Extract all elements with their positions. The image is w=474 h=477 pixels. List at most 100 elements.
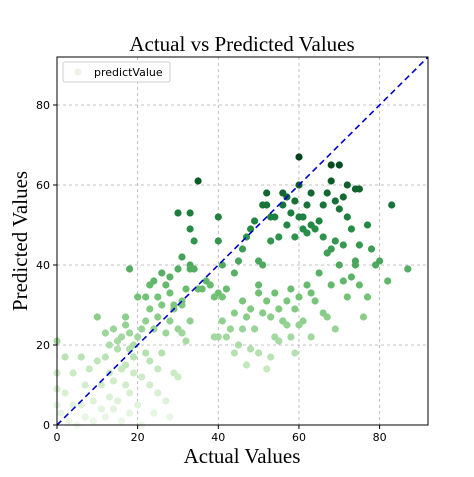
scatter-point <box>351 257 359 265</box>
scatter-point <box>291 349 299 357</box>
scatter-point <box>206 281 214 289</box>
scatter-point <box>214 237 222 245</box>
scatter-point <box>283 321 291 329</box>
scatter-point <box>146 305 154 313</box>
scatter-point <box>343 181 351 189</box>
scatter-point <box>238 325 247 333</box>
scatter-point <box>146 357 154 365</box>
scatter-point <box>138 373 146 381</box>
scatter-point <box>194 177 202 185</box>
scatter-point <box>287 209 295 217</box>
scatter-point <box>61 389 69 397</box>
scatter-point <box>93 357 101 365</box>
scatter-point <box>97 405 105 413</box>
y-axis-ticks: 0 20 40 60 80 <box>36 99 57 432</box>
scatter-point <box>319 233 327 241</box>
scatter-point <box>339 193 347 201</box>
y-axis-label: Predicted Values <box>8 171 32 311</box>
scatter-point <box>384 277 392 285</box>
scatter-point <box>303 281 311 289</box>
scatter-point <box>291 305 299 313</box>
scatter-point <box>315 217 323 225</box>
scatter-point <box>61 353 69 361</box>
scatter-point <box>275 337 283 345</box>
scatter-point <box>295 153 303 161</box>
scatter-point <box>363 221 372 229</box>
scatter-point <box>81 413 89 421</box>
scatter-point <box>275 233 283 241</box>
scatter-point <box>242 313 251 321</box>
scatter-point <box>242 361 251 369</box>
scatter-point <box>166 289 174 297</box>
scatter-point <box>113 397 122 405</box>
scatter-point <box>85 365 93 373</box>
scatter-point <box>283 221 291 229</box>
scatter-point <box>122 361 130 369</box>
scatter-point <box>307 333 315 341</box>
scatter-point <box>335 205 343 213</box>
scatter-point <box>238 297 247 305</box>
x-tick-label: 40 <box>211 431 225 444</box>
scatter-point <box>178 253 186 261</box>
scatter-point <box>134 293 142 301</box>
scatter-point <box>327 281 335 289</box>
scatter-point <box>130 353 138 361</box>
scatter-point <box>109 377 118 385</box>
scatter-point <box>174 265 182 273</box>
scatter-point <box>117 333 126 341</box>
scatter-point <box>126 329 134 337</box>
scatter-point <box>259 261 267 269</box>
scatter-point <box>267 353 275 361</box>
scatter-point <box>347 273 355 281</box>
legend-box <box>62 61 171 83</box>
scatter-point <box>222 333 230 341</box>
scatter-point <box>339 241 347 249</box>
scatter-point <box>117 417 126 425</box>
scatter-point <box>162 397 170 405</box>
scatter-point <box>255 349 263 357</box>
scatter-point <box>113 345 122 353</box>
scatter-point <box>142 317 150 325</box>
scatter-point <box>174 373 182 381</box>
scatter-point <box>283 297 291 305</box>
scatter-point <box>234 341 243 349</box>
scatter-point <box>101 413 109 421</box>
scatter-point <box>291 233 299 241</box>
scatter-point <box>162 329 170 337</box>
scatter-point <box>190 237 198 245</box>
scatter-point <box>299 225 307 233</box>
x-axis-label: Actual Values <box>184 444 301 468</box>
scatter-point <box>359 313 368 321</box>
scatter-point <box>162 281 170 289</box>
scatter-point <box>327 177 335 185</box>
scatter-point <box>182 285 190 293</box>
scatter-point <box>287 333 295 341</box>
scatter-point <box>182 337 190 345</box>
scatter-point <box>299 213 307 221</box>
scatter-point <box>263 365 271 373</box>
diagonal-reference-line <box>56 56 429 426</box>
scatter-point <box>291 197 299 205</box>
scatter-point <box>154 313 162 321</box>
scatter-point <box>263 189 271 197</box>
scatter-point <box>154 293 162 301</box>
scatter-point <box>154 365 162 373</box>
scatter-point <box>230 309 238 317</box>
scatter-point <box>343 213 351 221</box>
plot-frame <box>56 56 429 426</box>
scatter-point <box>307 289 315 297</box>
scatter-point <box>230 269 238 277</box>
scatter-point <box>343 293 351 301</box>
scatter-point <box>170 301 178 309</box>
scatter-point <box>142 349 150 357</box>
scatter-point <box>275 305 283 313</box>
scatter-point <box>230 349 238 357</box>
scatter-point <box>267 213 275 221</box>
y-tick-label: 60 <box>36 179 50 192</box>
scatter-point <box>404 265 412 273</box>
scatter-point <box>251 325 259 333</box>
scatter-point <box>158 269 166 277</box>
scatter-point <box>150 409 158 417</box>
scatter-point <box>186 317 194 325</box>
scatter-point <box>247 345 255 353</box>
